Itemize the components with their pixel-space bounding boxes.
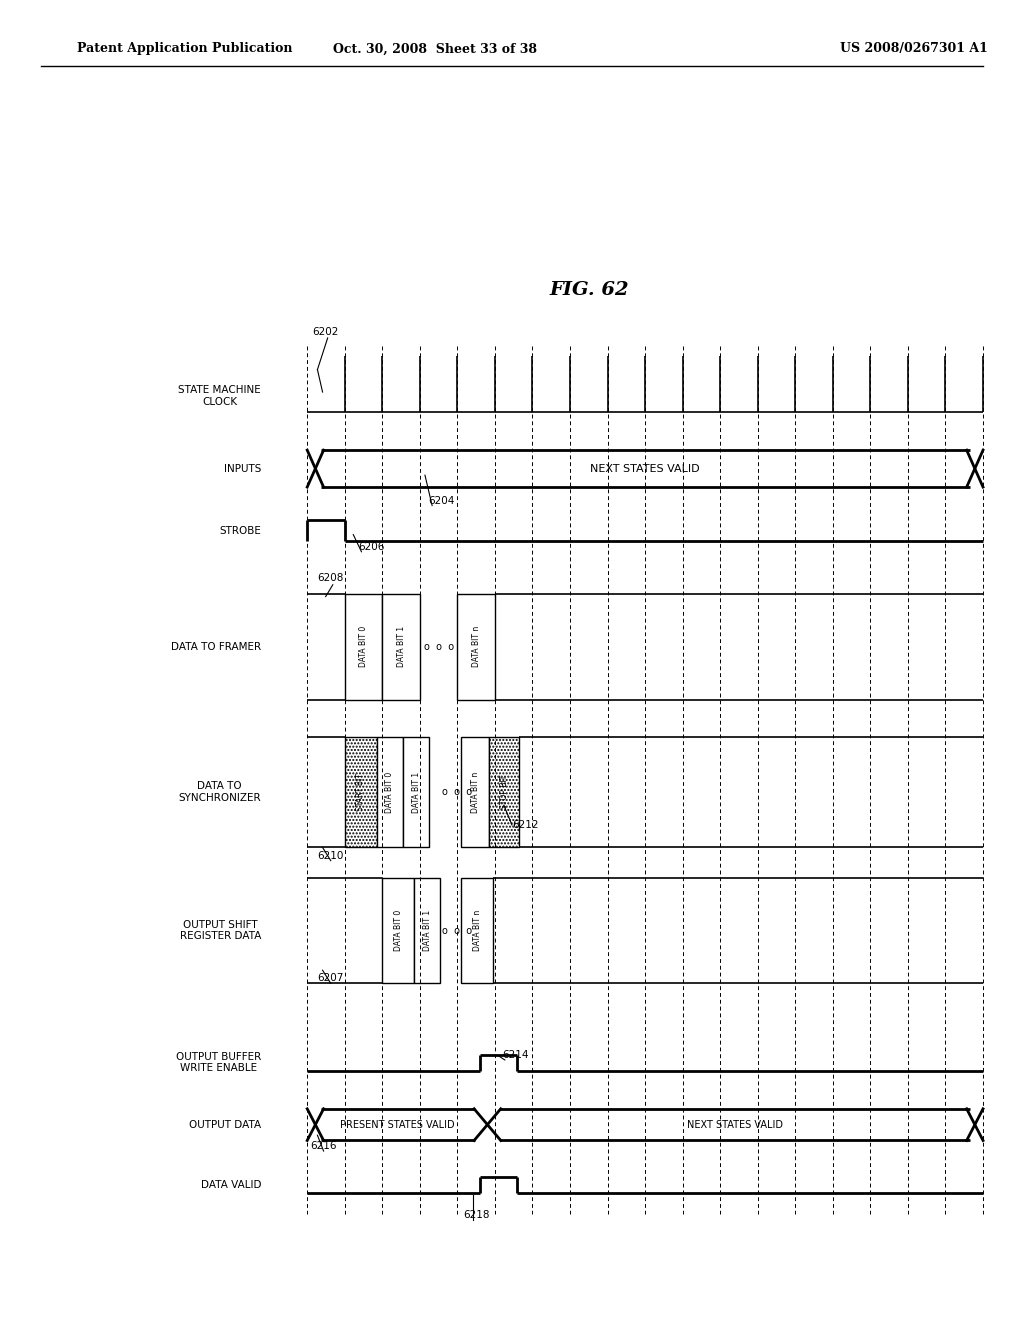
Text: OUTPUT SHIFT
REGISTER DATA: OUTPUT SHIFT REGISTER DATA <box>180 920 261 941</box>
Text: US 2008/0267301 A1: US 2008/0267301 A1 <box>840 42 987 55</box>
Text: 6218: 6218 <box>463 1209 489 1220</box>
Bar <box>458 594 495 700</box>
Text: DATA TO
SYNCHRONIZER: DATA TO SYNCHRONIZER <box>178 781 261 803</box>
Bar <box>414 878 440 983</box>
Text: DATA BIT 0: DATA BIT 0 <box>359 626 368 668</box>
Bar <box>377 737 402 847</box>
Text: START BIT: START BIT <box>356 774 366 810</box>
Text: DATA VALID: DATA VALID <box>201 1180 261 1191</box>
Text: 6214: 6214 <box>502 1049 528 1060</box>
Text: DATA BIT 1: DATA BIT 1 <box>412 771 421 813</box>
Text: o  o  o: o o o <box>424 642 454 652</box>
Bar <box>345 594 382 700</box>
Bar <box>461 878 494 983</box>
Text: Patent Application Publication: Patent Application Publication <box>77 42 292 55</box>
Text: 6208: 6208 <box>317 573 344 583</box>
Bar <box>461 737 489 847</box>
Bar <box>402 737 429 847</box>
Text: STATE MACHINE
CLOCK: STATE MACHINE CLOCK <box>178 385 261 407</box>
Text: DATA BIT 1: DATA BIT 1 <box>423 909 432 952</box>
Text: OUTPUT BUFFER
WRITE ENABLE: OUTPUT BUFFER WRITE ENABLE <box>176 1052 261 1073</box>
Text: NEXT STATES VALID: NEXT STATES VALID <box>687 1119 783 1130</box>
Text: DATA BIT n: DATA BIT n <box>473 909 481 952</box>
Text: STROBE: STROBE <box>219 525 261 536</box>
Text: NEXT STATES VALID: NEXT STATES VALID <box>590 463 700 474</box>
Text: DATA BIT 0: DATA BIT 0 <box>385 771 394 813</box>
Text: DATA BIT 0: DATA BIT 0 <box>394 909 402 952</box>
Text: DATA BIT 1: DATA BIT 1 <box>396 626 406 668</box>
Text: OUTPUT DATA: OUTPUT DATA <box>189 1119 261 1130</box>
Text: 6206: 6206 <box>358 541 385 552</box>
Text: DATA BIT n: DATA BIT n <box>472 626 480 668</box>
Text: INPUTS: INPUTS <box>224 463 261 474</box>
Bar <box>382 594 420 700</box>
Text: 6212: 6212 <box>512 820 539 830</box>
Text: 6210: 6210 <box>317 850 344 861</box>
Bar <box>489 737 519 847</box>
Bar <box>345 737 377 847</box>
Text: Oct. 30, 2008  Sheet 33 of 38: Oct. 30, 2008 Sheet 33 of 38 <box>333 42 538 55</box>
Text: FIG. 62: FIG. 62 <box>549 281 629 300</box>
Text: 6207: 6207 <box>317 973 344 983</box>
Text: DATA BIT n: DATA BIT n <box>471 771 479 813</box>
Text: o  o  o: o o o <box>442 787 472 797</box>
Text: o  o  o: o o o <box>442 925 472 936</box>
Text: STOP BIT: STOP BIT <box>500 775 509 809</box>
Text: DATA TO FRAMER: DATA TO FRAMER <box>171 642 261 652</box>
Text: PRESENT STATES VALID: PRESENT STATES VALID <box>340 1119 455 1130</box>
Bar <box>382 878 414 983</box>
Text: 6216: 6216 <box>310 1140 337 1151</box>
Text: 6202: 6202 <box>312 326 339 337</box>
Text: 6204: 6204 <box>428 495 455 506</box>
